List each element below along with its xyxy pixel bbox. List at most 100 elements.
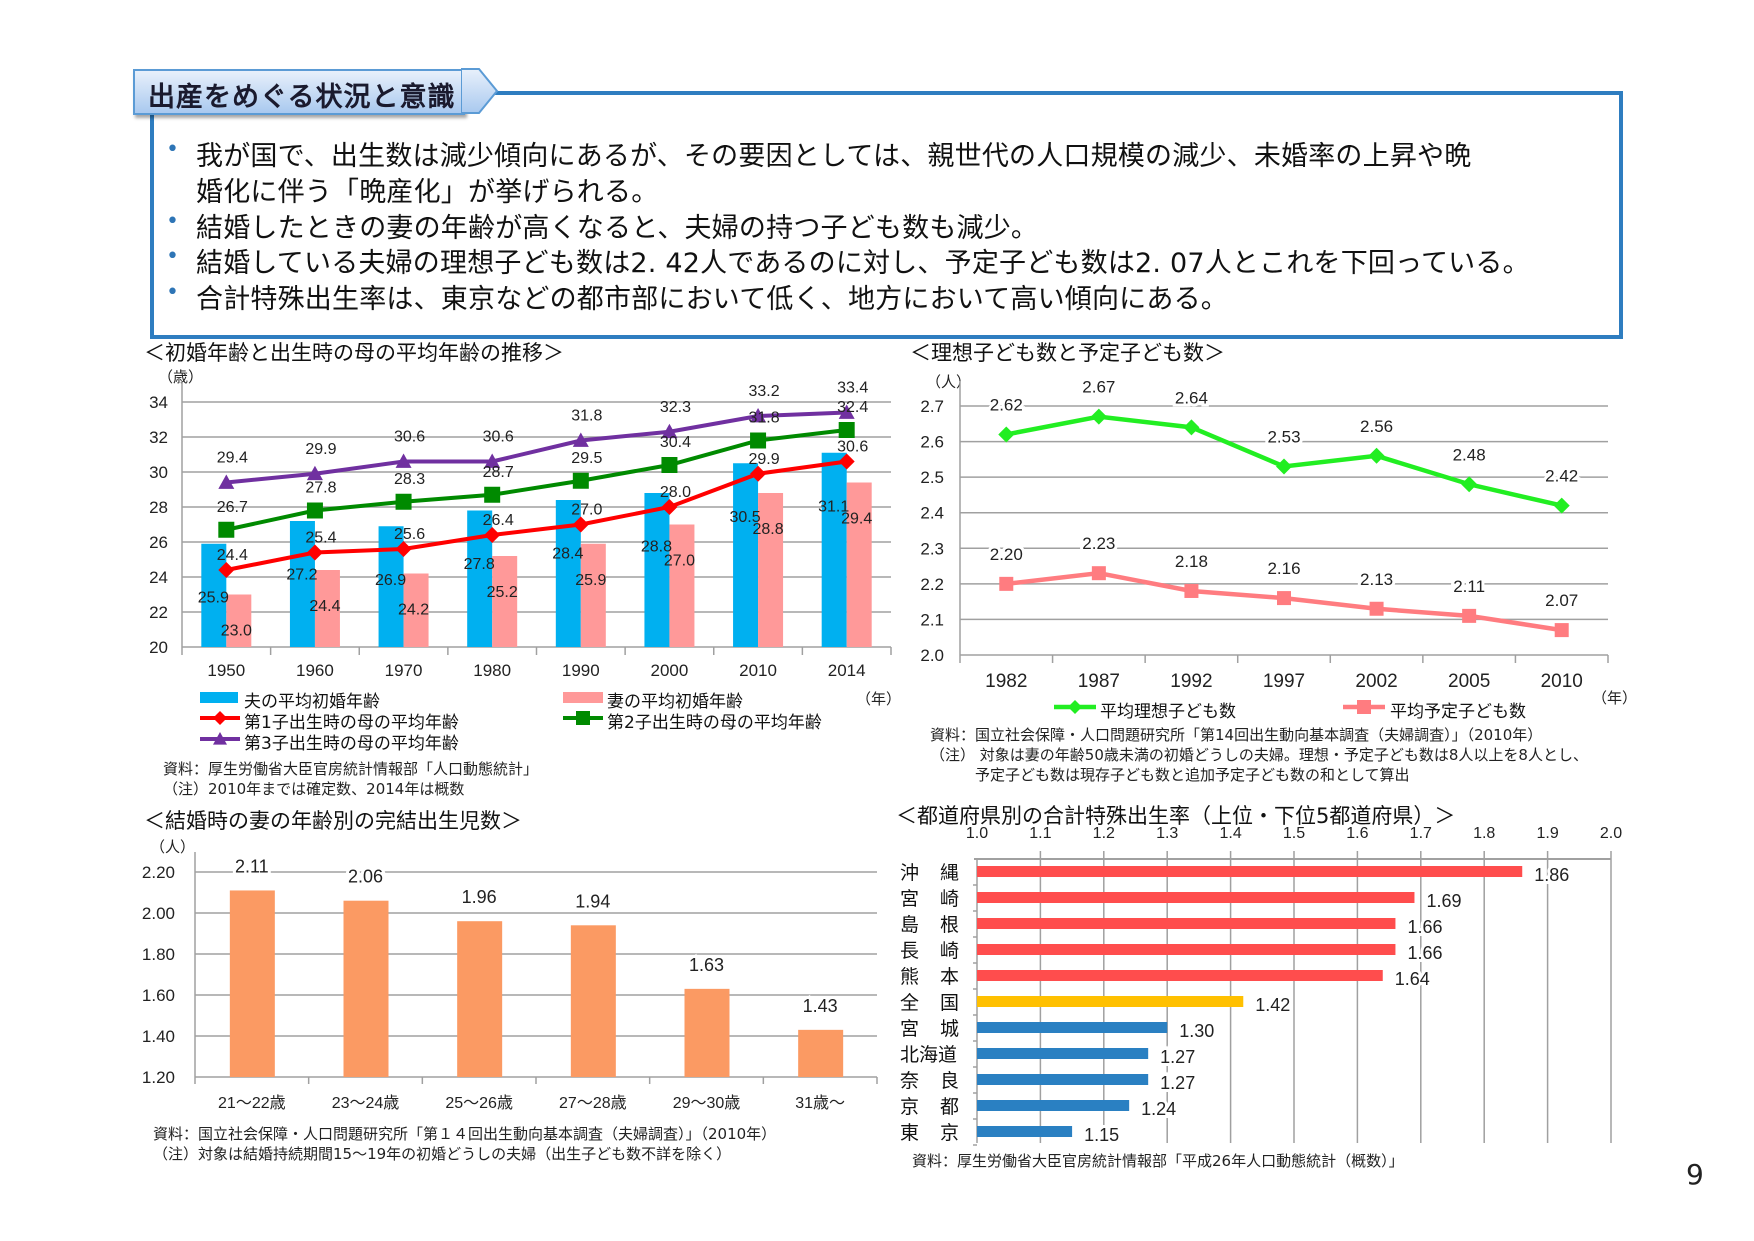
data-label: 27.0 (664, 553, 695, 570)
bar (229, 890, 275, 1077)
bar (343, 900, 389, 1077)
data-label: 2.23 (1082, 534, 1115, 553)
data-label: 29.9 (305, 441, 336, 458)
series-line (225, 428, 847, 532)
data-label: 26.4 (483, 512, 514, 529)
legend-marker (1068, 700, 1082, 714)
data-point (1091, 566, 1106, 581)
data-point (484, 527, 501, 543)
bar-wife (403, 573, 429, 647)
x-tick-label: 2010 (1541, 671, 1583, 692)
data-label: 2.16 (1267, 559, 1300, 578)
data-point (395, 493, 412, 510)
data-label: 1.42 (1255, 995, 1290, 1015)
data-label: 1.30 (1179, 1021, 1214, 1041)
data-label: 28.7 (483, 464, 514, 481)
bar (977, 1022, 1168, 1033)
data-label: 1.69 (1426, 891, 1461, 911)
x-tick-label: 1997 (1263, 671, 1305, 692)
bar-husband (201, 543, 227, 647)
x-tick-label: 2005 (1448, 671, 1490, 692)
data-point (306, 502, 323, 519)
chart2-note: （注） 対象は妻の年齢50歳未満の初婚どうしの夫婦。理想・予定子ども数は8人以上… (930, 746, 1588, 764)
data-point (1461, 476, 1478, 493)
row-label: 根 (940, 914, 959, 936)
x-tick-label: 2.0 (1600, 825, 1622, 842)
data-point (1369, 601, 1384, 616)
data-point (218, 562, 235, 578)
bar (684, 988, 730, 1077)
legend-husband: 夫の平均初婚年齢 (244, 692, 380, 712)
data-label: 29.4 (217, 450, 248, 467)
y-tick-label: 2.3 (920, 539, 944, 558)
data-point (306, 465, 323, 481)
data-label: 23.0 (221, 623, 252, 640)
bar (977, 970, 1383, 981)
data-label: 25.4 (305, 530, 336, 547)
bar (977, 918, 1396, 929)
bar (977, 1074, 1149, 1085)
tab-arrow (461, 68, 499, 114)
series-line (225, 459, 847, 572)
y-tick-label: 2.6 (920, 433, 944, 452)
data-label: 1.63 (689, 955, 724, 975)
x-tick-label: 25～26歳 (445, 1094, 513, 1112)
y-tick-label: 28 (149, 498, 168, 517)
row-label: 北海道 (900, 1044, 957, 1066)
data-label: 2.06 (348, 867, 383, 887)
chart2-x-unit: （年） (1592, 689, 1638, 707)
data-point (999, 576, 1014, 591)
data-label: 1.86 (1534, 865, 1569, 885)
data-label: 1.66 (1407, 943, 1442, 963)
bar-husband (289, 521, 315, 647)
legend-swatch-husband (200, 692, 238, 703)
data-label: 2.64 (1175, 388, 1208, 407)
bar-wife (314, 570, 340, 647)
section-tab (133, 69, 465, 115)
chart1-y-unit: （歳） (158, 368, 204, 386)
chart1-source: 資料：厚生労働省大臣官房統計情報部「人口動態統計」 (163, 760, 539, 778)
data-point (1553, 497, 1570, 514)
x-tick-label: 1.5 (1283, 825, 1305, 842)
chart1-title: ＜初婚年齢と出生時の母の平均年齢の推移＞ (144, 341, 564, 365)
x-tick-label: 1950 (207, 661, 245, 680)
data-point (838, 453, 855, 470)
data-point (1184, 583, 1199, 598)
row-label: 国 (940, 993, 959, 1014)
legend-marker (576, 711, 590, 725)
data-point (750, 465, 767, 482)
data-label: 31.8 (748, 410, 779, 427)
data-point (306, 544, 323, 561)
row-label: 本 (940, 966, 959, 988)
row-label: 京 (940, 1122, 959, 1144)
data-label: 24.4 (309, 598, 340, 615)
x-tick-label: 1990 (562, 661, 600, 680)
y-tick-label: 2.5 (920, 468, 944, 487)
y-tick-label: 2.0 (920, 646, 944, 665)
bar-husband (644, 493, 670, 647)
data-label: 2.53 (1267, 427, 1300, 446)
row-label: 熊 (900, 966, 919, 988)
y-tick-label: 2.20 (142, 863, 175, 882)
x-tick-label: 1982 (985, 671, 1027, 692)
x-tick-label: 2002 (1355, 671, 1397, 692)
chart3-note: （注）対象は結婚持続期間15～19年の初婚どうしの夫婦（出生子ども数不詳を除く） (153, 1145, 732, 1163)
x-tick-label: 1970 (385, 661, 423, 680)
chart3-source: 資料：国立社会保障・人口問題研究所「第１４回出生動向基本調査（夫婦調査）」（20… (153, 1125, 777, 1143)
data-label: 2.20 (990, 545, 1023, 564)
data-label: 28.3 (394, 471, 425, 488)
bar-wife (669, 524, 695, 647)
bar (977, 944, 1396, 955)
bar (977, 1126, 1073, 1137)
data-label: 2.56 (1360, 417, 1393, 436)
data-label: 2.48 (1453, 445, 1486, 464)
bullet-3: 結婚している夫婦の理想子ども数は2. 42人であるのに対し、予定子ども数は2. … (196, 248, 1530, 279)
bullet-1-line-1: 我が国で、出生数は減少傾向にあるが、その要因としては、親世代の人口規模の減少、未… (196, 141, 1472, 172)
legend-wife: 妻の平均初婚年齢 (607, 692, 743, 712)
x-tick-label: 2000 (651, 661, 689, 680)
y-tick-label: 1.40 (142, 1027, 175, 1046)
data-label: 30.5 (729, 509, 760, 526)
data-point (1183, 419, 1200, 436)
y-tick-label: 2.7 (920, 397, 944, 416)
